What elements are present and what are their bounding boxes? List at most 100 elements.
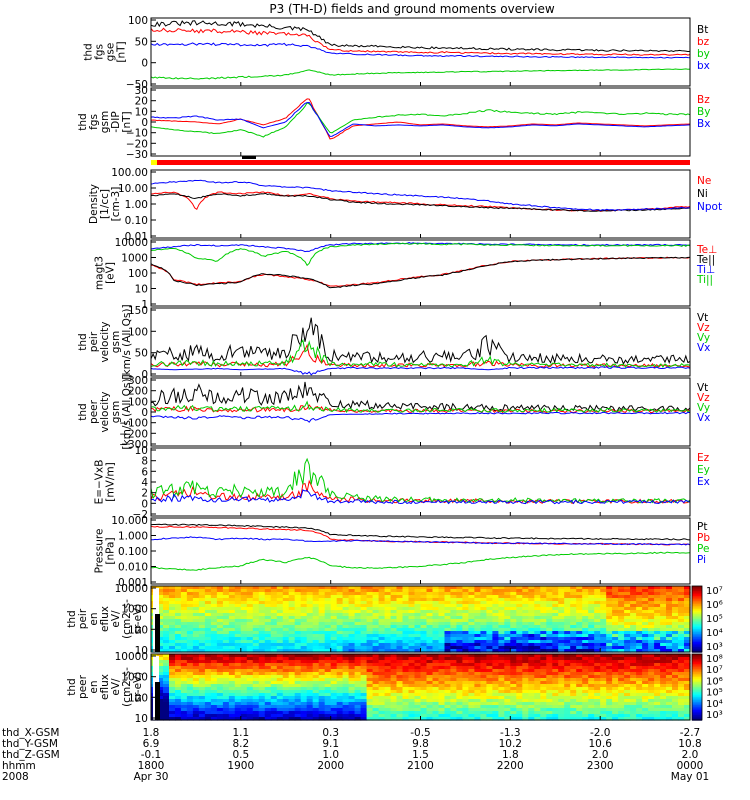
colorbar-step <box>692 682 702 685</box>
spectrogram-cell <box>534 601 541 605</box>
y-tick-label: −10 <box>126 128 148 140</box>
spectrogram-cell <box>384 646 392 650</box>
spectrogram-cell <box>402 669 410 673</box>
spectrogram-cell <box>157 687 164 691</box>
y-tick-label: 200 <box>128 386 148 398</box>
spectrogram-cell <box>618 586 625 590</box>
spectrogram-cell <box>294 657 302 661</box>
spectrogram-cell <box>474 634 481 638</box>
spectrogram-cell <box>510 687 517 691</box>
spectrogram-cell <box>324 631 332 635</box>
spectrogram-cell <box>588 640 595 644</box>
spectrogram-cell <box>402 643 410 647</box>
spectrogram-cell <box>198 625 206 629</box>
spectrogram-cell <box>420 678 428 682</box>
spectrogram-cell <box>163 631 170 635</box>
spectrogram-cell <box>570 616 577 620</box>
spectrogram-cell <box>570 613 577 617</box>
spectrogram-cell <box>564 690 571 694</box>
spectrogram-cell <box>522 646 529 650</box>
spectrogram-cell <box>163 714 170 718</box>
spectrogram-cell <box>498 672 505 676</box>
spectrogram-cell <box>606 595 613 599</box>
spectrogram-cell <box>672 696 679 700</box>
spectrogram-cell <box>522 616 529 620</box>
spectrogram-cell <box>306 643 314 647</box>
spectrogram-cell <box>498 717 505 721</box>
spectrogram-cell <box>288 649 296 653</box>
spectrogram-cell <box>582 660 589 664</box>
spectrogram-cell <box>330 607 338 611</box>
spectrogram-cell <box>408 654 416 658</box>
spectrogram-cell <box>330 681 338 685</box>
spectrogram-cell <box>324 613 332 617</box>
spectrogram-cell <box>366 613 374 617</box>
spectrogram-cell <box>612 616 619 620</box>
spectrogram-cell <box>180 657 188 661</box>
spectrogram-cell <box>216 631 224 635</box>
spectrogram-cell <box>276 640 284 644</box>
colorbar-step <box>692 685 702 688</box>
spectrogram-cell <box>234 669 242 673</box>
spectrogram-cell <box>516 646 523 650</box>
spectrogram-cell <box>204 663 212 667</box>
spectrogram-cell <box>198 628 206 632</box>
spectrogram-cell <box>372 714 380 718</box>
spectrogram-cell <box>306 684 314 688</box>
spectrogram-cell <box>522 663 529 667</box>
spectrogram-cell <box>336 684 344 688</box>
spectrogram-cell <box>564 708 571 712</box>
colorbar-step <box>692 668 702 672</box>
spectrogram-cell <box>390 616 398 620</box>
spectrogram-cell <box>318 666 326 670</box>
colorbar-step <box>692 589 702 592</box>
spectrogram-cell <box>300 717 308 721</box>
spectrogram-cell <box>486 589 493 593</box>
spectrogram-cell <box>300 654 308 658</box>
spectrogram-cell <box>444 604 452 608</box>
spectrogram-cell <box>240 586 248 590</box>
spectrogram-cell <box>384 619 392 623</box>
spectrogram-cell <box>672 604 679 608</box>
spectrogram-cell <box>516 684 523 688</box>
spectrogram-cell <box>180 687 188 691</box>
spectrogram-cell <box>240 705 248 709</box>
spectrogram-cell <box>624 619 631 623</box>
spectrogram-cell <box>552 699 559 703</box>
spectrogram-cell <box>426 640 434 644</box>
spectrogram-cell <box>163 699 170 703</box>
spectrogram-cell <box>534 643 541 647</box>
spectrogram-cell <box>324 717 332 721</box>
spectrogram-cell <box>678 708 685 712</box>
spectrogram-cell <box>312 699 320 703</box>
spectrogram-cell <box>450 592 457 596</box>
spectrogram-cell <box>576 654 583 658</box>
spectrogram-cell <box>600 589 607 593</box>
spectrogram-cell <box>582 684 589 688</box>
spectrogram-cell <box>186 586 194 590</box>
spectrogram-cell <box>300 607 308 611</box>
spectrogram-cell <box>157 693 164 697</box>
spectrogram-cell <box>402 619 410 623</box>
spectrogram-cell <box>408 598 416 602</box>
spectrogram-cell <box>558 654 565 658</box>
spectrogram-cell <box>666 693 673 697</box>
spectrogram-cell <box>504 699 511 703</box>
spectrogram-cell <box>498 663 505 667</box>
spectrogram-cell <box>324 607 332 611</box>
spectrogram-cell <box>258 622 266 626</box>
spectrogram-cell <box>306 681 314 685</box>
spectrogram-cell <box>546 699 553 703</box>
spectrogram-cell <box>366 690 374 694</box>
spectrogram-cell <box>450 684 457 688</box>
spectrogram-cell <box>612 634 619 638</box>
spectrogram-cell <box>486 663 493 667</box>
spectrogram-cell <box>426 595 434 599</box>
spectrogram-cell <box>606 619 613 623</box>
spectrogram-cell <box>600 690 607 694</box>
spectrogram-cell <box>270 690 278 694</box>
spectrogram-cell <box>642 592 649 596</box>
spectrogram-cell <box>396 663 404 667</box>
spectrogram-cell <box>576 711 583 715</box>
spectrogram-cell <box>642 687 649 691</box>
